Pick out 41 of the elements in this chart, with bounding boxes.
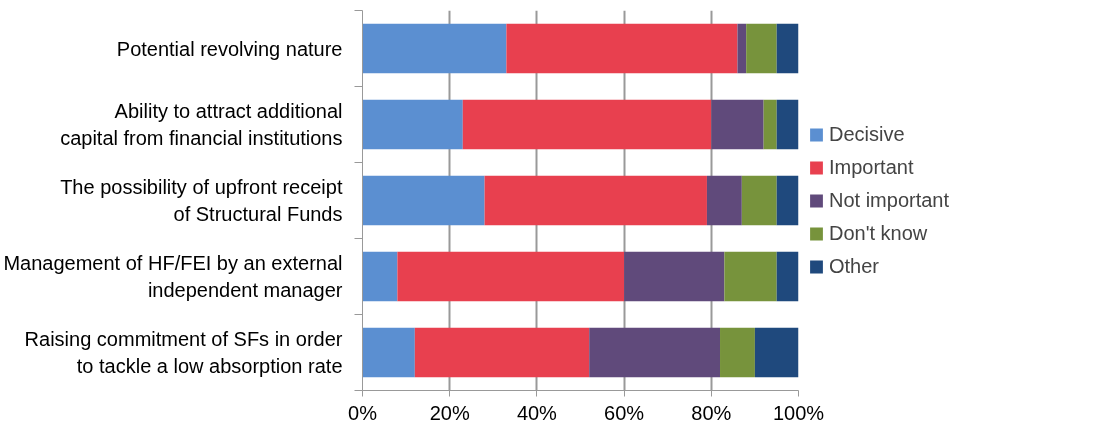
x-tick-label: 20% — [429, 401, 470, 424]
legend-label: Don't know — [829, 221, 928, 245]
bar — [624, 251, 725, 302]
x-tick-label: 80% — [691, 401, 732, 424]
bar — [763, 99, 777, 150]
x-tick-label: 60% — [604, 401, 645, 424]
legend-label: Important — [829, 155, 914, 179]
bar — [362, 23, 507, 74]
y-tick-label: Raising commitment of SFs in order to tackle a low absorption rate — [24, 328, 343, 377]
bar — [737, 23, 747, 74]
bar — [362, 327, 415, 378]
y-tick-label: Ability to attract additional capital from financial institutions — [60, 100, 343, 149]
bar — [362, 251, 398, 302]
bar — [462, 99, 712, 150]
bar — [589, 327, 721, 378]
x-tick-label: 0% — [348, 401, 378, 424]
bar — [776, 175, 799, 226]
x-tick-label: 100% — [772, 401, 825, 424]
y-tick-label: Management of HF/FEI by an external independent manager — [3, 252, 343, 301]
legend-label: Not important — [829, 188, 950, 212]
legend-label: Decisive — [829, 122, 905, 146]
bar — [414, 327, 590, 378]
bar — [746, 23, 777, 74]
legend-label: Other — [829, 254, 880, 278]
bar — [397, 251, 625, 302]
bar — [706, 175, 742, 226]
bar — [724, 251, 777, 302]
bar — [741, 175, 777, 226]
y-tick-label: Potential revolving nature — [116, 37, 343, 60]
bar — [776, 23, 799, 74]
bar — [720, 327, 755, 378]
x-tick-label: 40% — [516, 401, 558, 424]
bar — [776, 251, 799, 302]
bar — [484, 175, 707, 226]
bar — [362, 99, 463, 150]
y-tick-label: The possibility of upfront receipt of Structural Funds — [60, 176, 343, 225]
bar — [776, 99, 799, 150]
bar — [362, 175, 485, 226]
bar — [711, 99, 764, 150]
bar — [506, 23, 738, 74]
bar — [754, 327, 799, 378]
